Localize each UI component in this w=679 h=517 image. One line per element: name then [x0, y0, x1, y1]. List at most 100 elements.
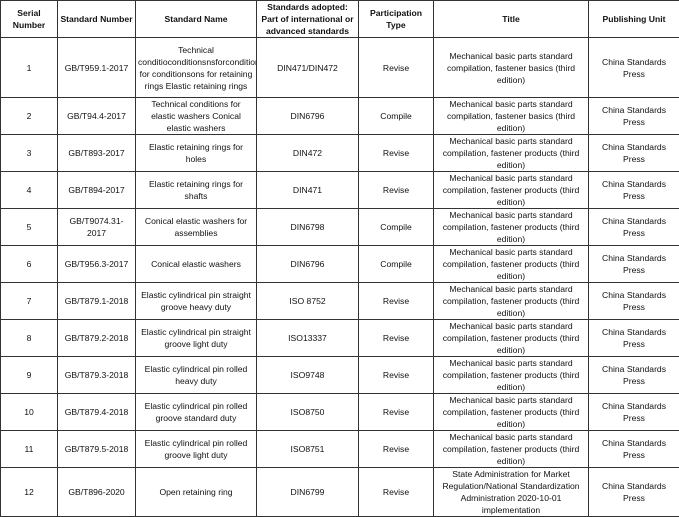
cell-title: Mechanical basic parts standard compilat… — [434, 283, 589, 320]
cell-publishing-unit: China Standards Press — [589, 283, 679, 320]
cell-standard-number: GB/T94.4-2017 — [58, 98, 136, 135]
cell-standard-number: GB/T879.4-2018 — [58, 394, 136, 431]
cell-standard-name: Conical elastic washers — [136, 246, 257, 283]
cell-publishing-unit: China Standards Press — [589, 468, 679, 517]
cell-standard-name: Technical conditions for elastic washers… — [136, 98, 257, 135]
cell-serial-number: 7 — [1, 283, 58, 320]
cell-title: Mechanical basic parts standard compilat… — [434, 320, 589, 357]
cell-standard-name: Elastic cylindrical pin rolled groove li… — [136, 431, 257, 468]
cell-standards-adopted: DIN6799 — [257, 468, 359, 517]
cell-publishing-unit: China Standards Press — [589, 135, 679, 172]
cell-standard-number: GB/T959.1-2017 — [58, 38, 136, 98]
cell-serial-number: 2 — [1, 98, 58, 135]
cell-serial-number: 6 — [1, 246, 58, 283]
cell-serial-number: 12 — [1, 468, 58, 517]
cell-serial-number: 9 — [1, 357, 58, 394]
cell-standards-adopted: DIN471/DIN472 — [257, 38, 359, 98]
cell-title: Mechanical basic parts standard compilat… — [434, 135, 589, 172]
cell-standards-adopted: ISO 8752 — [257, 283, 359, 320]
column-header-title: Title — [434, 1, 589, 38]
column-header-serial-number: Serial Number — [1, 1, 58, 38]
cell-serial-number: 3 — [1, 135, 58, 172]
cell-publishing-unit: China Standards Press — [589, 172, 679, 209]
cell-participation-type: Revise — [359, 468, 434, 517]
cell-title: Mechanical basic parts standard compilat… — [434, 357, 589, 394]
cell-publishing-unit: China Standards Press — [589, 209, 679, 246]
cell-participation-type: Revise — [359, 394, 434, 431]
cell-title: State Administration for Market Regulati… — [434, 468, 589, 517]
cell-participation-type: Revise — [359, 320, 434, 357]
column-header-standard-name: Standard Name — [136, 1, 257, 38]
cell-serial-number: 11 — [1, 431, 58, 468]
cell-standard-name: Elastic retaining rings for shafts — [136, 172, 257, 209]
cell-serial-number: 8 — [1, 320, 58, 357]
cell-publishing-unit: China Standards Press — [589, 38, 679, 98]
cell-standard-name: Open retaining ring — [136, 468, 257, 517]
cell-standard-number: GB/T893-2017 — [58, 135, 136, 172]
cell-standards-adopted: DIN6796 — [257, 98, 359, 135]
cell-title: Mechanical basic parts standard compilat… — [434, 209, 589, 246]
cell-standard-name: Elastic cylindrical pin straight groove … — [136, 320, 257, 357]
cell-standards-adopted: DIN471 — [257, 172, 359, 209]
cell-standard-number: GB/T879.5-2018 — [58, 431, 136, 468]
cell-serial-number: 10 — [1, 394, 58, 431]
cell-title: Mechanical basic parts standard compilat… — [434, 172, 589, 209]
cell-standard-number: GB/T879.1-2018 — [58, 283, 136, 320]
cell-title: Mechanical basic parts standard compilat… — [434, 38, 589, 98]
cell-publishing-unit: China Standards Press — [589, 320, 679, 357]
cell-standard-number: GB/T896-2020 — [58, 468, 136, 517]
cell-title: Mechanical basic parts standard compilat… — [434, 394, 589, 431]
column-header-participation-type: Participation Type — [359, 1, 434, 38]
cell-standards-adopted: DIN6798 — [257, 209, 359, 246]
cell-standards-adopted: DIN6796 — [257, 246, 359, 283]
column-header-standards-adopted: Standards adopted: Part of international… — [257, 1, 359, 38]
cell-standard-number: GB/T9074.31-2017 — [58, 209, 136, 246]
column-header-publishing-unit: Publishing Unit — [589, 1, 679, 38]
cell-publishing-unit: China Standards Press — [589, 431, 679, 468]
cell-participation-type: Revise — [359, 135, 434, 172]
cell-standard-number: GB/T894-2017 — [58, 172, 136, 209]
cell-participation-type: Compile — [359, 209, 434, 246]
cell-standard-name: Technical conditioconditionsnsforconditi… — [136, 38, 257, 98]
cell-standard-name: Elastic cylindrical pin rolled heavy dut… — [136, 357, 257, 394]
cell-standards-adopted: ISO9748 — [257, 357, 359, 394]
cell-standard-number: GB/T879.3-2018 — [58, 357, 136, 394]
cell-participation-type: Revise — [359, 431, 434, 468]
cell-title: Mechanical basic parts standard compilat… — [434, 431, 589, 468]
cell-serial-number: 5 — [1, 209, 58, 246]
cell-participation-type: Compile — [359, 98, 434, 135]
cell-serial-number: 1 — [1, 38, 58, 98]
cell-publishing-unit: China Standards Press — [589, 246, 679, 283]
cell-standards-adopted: ISO13337 — [257, 320, 359, 357]
column-header-standard-number: Standard Number — [58, 1, 136, 38]
cell-standard-name: Elastic cylindrical pin straight groove … — [136, 283, 257, 320]
cell-standard-number: GB/T879.2-2018 — [58, 320, 136, 357]
cell-standards-adopted: DIN472 — [257, 135, 359, 172]
cell-title: Mechanical basic parts standard compilat… — [434, 246, 589, 283]
cell-publishing-unit: China Standards Press — [589, 394, 679, 431]
cell-publishing-unit: China Standards Press — [589, 98, 679, 135]
cell-standard-number: GB/T956.3-2017 — [58, 246, 136, 283]
cell-participation-type: Revise — [359, 172, 434, 209]
cell-publishing-unit: China Standards Press — [589, 357, 679, 394]
cell-participation-type: Revise — [359, 357, 434, 394]
cell-standards-adopted: ISO8750 — [257, 394, 359, 431]
cell-title: Mechanical basic parts standard compilat… — [434, 98, 589, 135]
cell-participation-type: Revise — [359, 283, 434, 320]
cell-serial-number: 4 — [1, 172, 58, 209]
cell-standard-name: Elastic retaining rings for holes — [136, 135, 257, 172]
